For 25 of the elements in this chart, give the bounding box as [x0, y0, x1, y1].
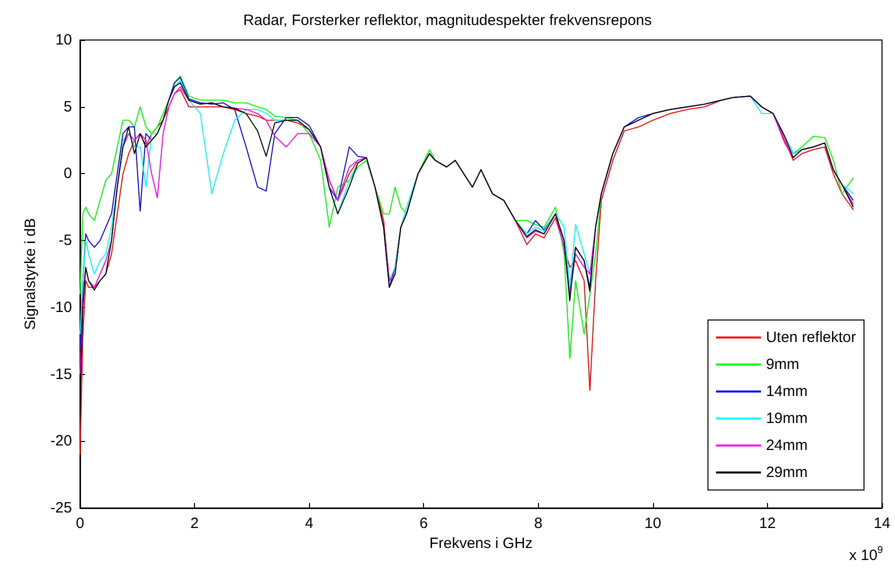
x-tick-label: 8 [534, 515, 542, 532]
chart-title: Radar, Forsterker reflektor, magnitudespekter frekvensrepons [243, 12, 652, 29]
legend-label: 29mm [766, 464, 808, 481]
legend-label: 14mm [766, 383, 808, 400]
x-tick-label: 6 [420, 515, 428, 532]
y-tick-label: -5 [58, 232, 72, 250]
y-tick-label: -15 [50, 366, 72, 383]
y-tick-label: -20 [50, 432, 72, 450]
y-tick-label: -25 [50, 500, 72, 516]
y-tick-label: 0 [64, 165, 72, 182]
x-tick-label: 2 [190, 515, 199, 532]
legend-label: 9mm [766, 356, 800, 373]
legend-label: Uten reflektor [766, 329, 856, 346]
legend-label: 24mm [766, 437, 808, 454]
x-tick-label: 10 [644, 515, 662, 532]
y-axis-title: Signalstyrke i dB [22, 218, 39, 330]
y-tick-label: -10 [50, 298, 72, 316]
x-tick-label: 12 [759, 515, 776, 532]
x-tick-label: 14 [874, 515, 890, 532]
y-tick-label: 10 [55, 32, 72, 48]
y-tick-label: 5 [64, 98, 72, 116]
legend-label: 19mm [766, 410, 808, 427]
x-tick-label: 4 [304, 515, 314, 532]
x-axis-title: Frekvens i GHz [429, 535, 533, 552]
x-tick-label: 0 [76, 515, 84, 532]
